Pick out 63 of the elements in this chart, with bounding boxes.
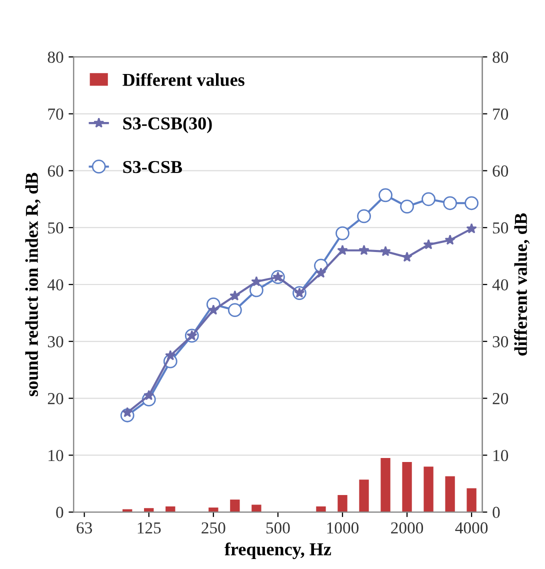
x-tick-label: 4000 [455,522,488,534]
bar [466,488,476,512]
point [466,223,477,234]
point [230,290,240,301]
point [443,196,457,210]
point [336,226,350,240]
legend-label: S3-CSB(30) [123,116,212,134]
y2-tick-label: 30 [492,336,508,348]
point [249,283,264,298]
y-tick-label: 50 [48,222,64,234]
point [357,209,371,224]
y-tick-label: 80 [48,52,64,63]
x-tick-label: 125 [138,522,161,534]
bar [338,495,348,512]
y2-tick-label: 40 [492,279,508,290]
legend-label: S3-CSB [123,160,182,174]
y-axis-title: sound reduct ion index R, dB [25,172,41,396]
x-tick-label: 2000 [391,522,424,534]
bar [445,476,455,512]
bar [359,480,369,512]
y2-tick-label: 20 [492,393,508,404]
bar [208,508,218,512]
point [402,252,412,262]
y-tick-label: 70 [48,108,64,120]
point [380,246,391,256]
y2-tick-label: 50 [493,222,508,234]
y2-tick-label: 60 [492,165,508,177]
x-axis-title: frequency, Hz [224,542,332,560]
y-tick-label: 20 [48,393,64,404]
point [272,272,284,282]
point [464,196,479,210]
point [378,188,392,202]
y2-tick-label: 70 [493,108,508,120]
y-tick-label: 30 [48,336,64,348]
y2-axis-title: different value, dB [514,213,530,356]
point [316,268,326,278]
point [228,303,242,318]
y-tick-label: 40 [48,279,64,290]
bar [316,506,326,512]
x-tick-label: 63 [76,522,92,534]
point [444,234,456,245]
y2-tick-label: 10 [494,450,508,462]
point [165,350,176,360]
point [358,244,370,255]
x-tick-label: 1000 [327,522,359,534]
y2-tick-label: 0 [492,506,500,518]
bar [402,462,412,512]
bar [252,504,262,512]
x-tick-label: 250 [202,522,226,534]
x-tick-label: 500 [266,522,290,534]
point [337,244,348,255]
bar [380,458,390,512]
point [422,192,436,206]
bar [424,466,434,512]
point [423,239,434,250]
y-tick-label: 60 [48,165,64,177]
bar [230,500,240,512]
legend-label: Different values [122,73,244,86]
y-tick-label: 10 [48,450,64,462]
y-tick-label: 0 [56,506,64,518]
point [251,276,262,286]
point [400,200,414,214]
y2-tick-label: 80 [492,52,508,63]
